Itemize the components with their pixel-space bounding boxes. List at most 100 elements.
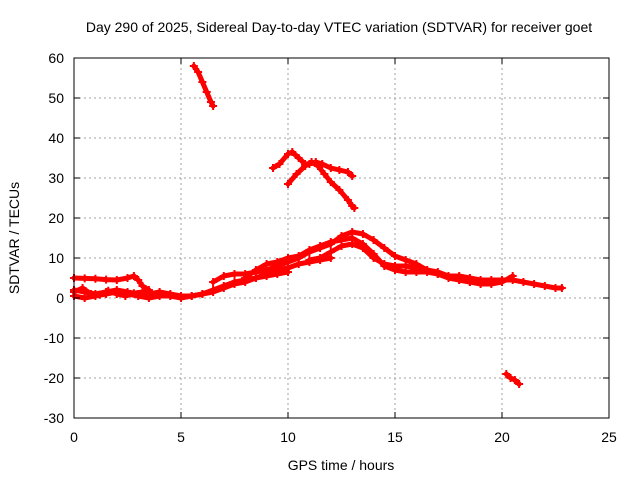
data-point-marker: [335, 166, 344, 174]
data-point-marker: [412, 264, 421, 272]
data-point-marker: [530, 280, 539, 288]
data-point-marker: [129, 272, 138, 280]
series-arc-upper-left: [70, 272, 153, 294]
data-point-marker: [134, 276, 143, 284]
data-point-marker: [251, 266, 260, 274]
data-point-marker: [198, 78, 207, 86]
data-point-marker: [294, 154, 303, 162]
x-tick-label: 10: [280, 429, 296, 445]
data-point-marker: [288, 148, 297, 156]
data-point-marker: [138, 288, 147, 296]
x-tick-label: 5: [177, 429, 185, 445]
data-point-marker: [305, 246, 314, 254]
data-point-marker: [557, 284, 566, 292]
data-point-marker: [230, 280, 239, 288]
data-point-marker: [369, 236, 378, 244]
data-point-marker: [515, 380, 524, 388]
data-point-marker: [292, 170, 301, 178]
data-point-marker: [80, 294, 89, 302]
x-axis-title: GPS time / hours: [288, 457, 395, 473]
data-point-marker: [401, 262, 410, 270]
y-tick-label: 0: [56, 290, 64, 306]
data-point-marker: [465, 278, 474, 286]
chart-title: Day 290 of 2025, Sidereal Day-to-day VTE…: [86, 19, 592, 35]
data-point-marker: [305, 256, 314, 264]
data-point-marker: [273, 258, 282, 266]
y-axis-title: SDTVAR / TECUs: [6, 182, 22, 294]
data-point-marker: [508, 272, 517, 280]
x-tick-label: 0: [70, 429, 78, 445]
series-line: [306, 241, 473, 285]
data-point-marker: [275, 160, 284, 168]
data-point-marker: [326, 238, 335, 246]
data-point-marker: [335, 186, 344, 194]
data-point-marker: [455, 276, 464, 284]
data-point-marker: [358, 230, 367, 238]
data-point-marker: [155, 289, 164, 298]
data-point-marker: [502, 370, 511, 378]
data-point-marker: [284, 150, 292, 158]
series-arc-high-middle-b: [284, 158, 359, 212]
data-point-marker: [189, 62, 198, 70]
data-point-marker: [487, 280, 496, 288]
data-point-marker: [147, 290, 156, 298]
series-arc-middle-rise: [209, 228, 566, 292]
data-point-marker: [423, 266, 432, 274]
data-point-marker: [337, 242, 346, 250]
series-line: [71, 273, 152, 293]
data-point-marker: [343, 196, 352, 204]
series-arc-high-left: [189, 62, 218, 110]
y-tick-label: 60: [48, 50, 64, 66]
data-point-marker: [519, 278, 528, 286]
data-point-marker: [391, 252, 399, 260]
y-tick-label: -30: [44, 410, 64, 426]
series-arc-middle-third: [305, 240, 474, 286]
data-point-marker: [380, 244, 389, 252]
data-point-marker: [241, 274, 250, 282]
data-point-marker: [510, 376, 519, 384]
data-point-marker: [380, 260, 389, 268]
data-point-marker: [301, 162, 310, 170]
series-arc-low-right: [502, 370, 524, 388]
data-point-marker: [326, 178, 335, 186]
data-point-marker: [129, 289, 138, 298]
data-point-marker: [284, 268, 292, 276]
data-point-marker: [87, 290, 96, 298]
data-point-marker: [121, 292, 130, 300]
data-point-marker: [95, 290, 104, 299]
data-point-marker: [209, 102, 218, 110]
data-point-marker: [433, 268, 442, 276]
y-tick-label: -10: [44, 330, 64, 346]
data-point-marker: [269, 164, 278, 172]
x-tick-label: 20: [494, 429, 510, 445]
data-point-marker: [209, 288, 218, 296]
y-tick-label: 10: [48, 250, 64, 266]
data-point-marker: [506, 374, 515, 382]
data-point-marker: [209, 278, 218, 286]
data-point-marker: [194, 68, 203, 76]
plot-frame: [73, 57, 610, 419]
y-tick-label: 40: [48, 130, 64, 146]
data-point-marker: [498, 278, 506, 286]
data-point-marker: [80, 274, 89, 283]
data-point-marker: [313, 162, 322, 170]
data-point-marker: [540, 282, 549, 290]
data-point-marker: [177, 294, 185, 302]
grid-layer: [74, 58, 609, 418]
x-tick-label: 25: [601, 429, 617, 445]
data-point-marker: [102, 275, 111, 284]
data-point-marker: [284, 254, 292, 262]
data-point-marker: [187, 292, 196, 300]
y-tick-label: 50: [48, 90, 64, 106]
data-point-marker: [112, 276, 121, 284]
data-point-marker: [123, 274, 132, 282]
data-point-marker: [444, 272, 453, 280]
data-point-marker: [320, 170, 329, 178]
data-point-marker: [316, 254, 325, 262]
data-point-marker: [273, 270, 282, 278]
data-point-marker: [104, 286, 113, 295]
data-point-marker: [262, 260, 271, 268]
data-point-marker: [112, 290, 121, 298]
data-point-marker: [326, 248, 335, 256]
